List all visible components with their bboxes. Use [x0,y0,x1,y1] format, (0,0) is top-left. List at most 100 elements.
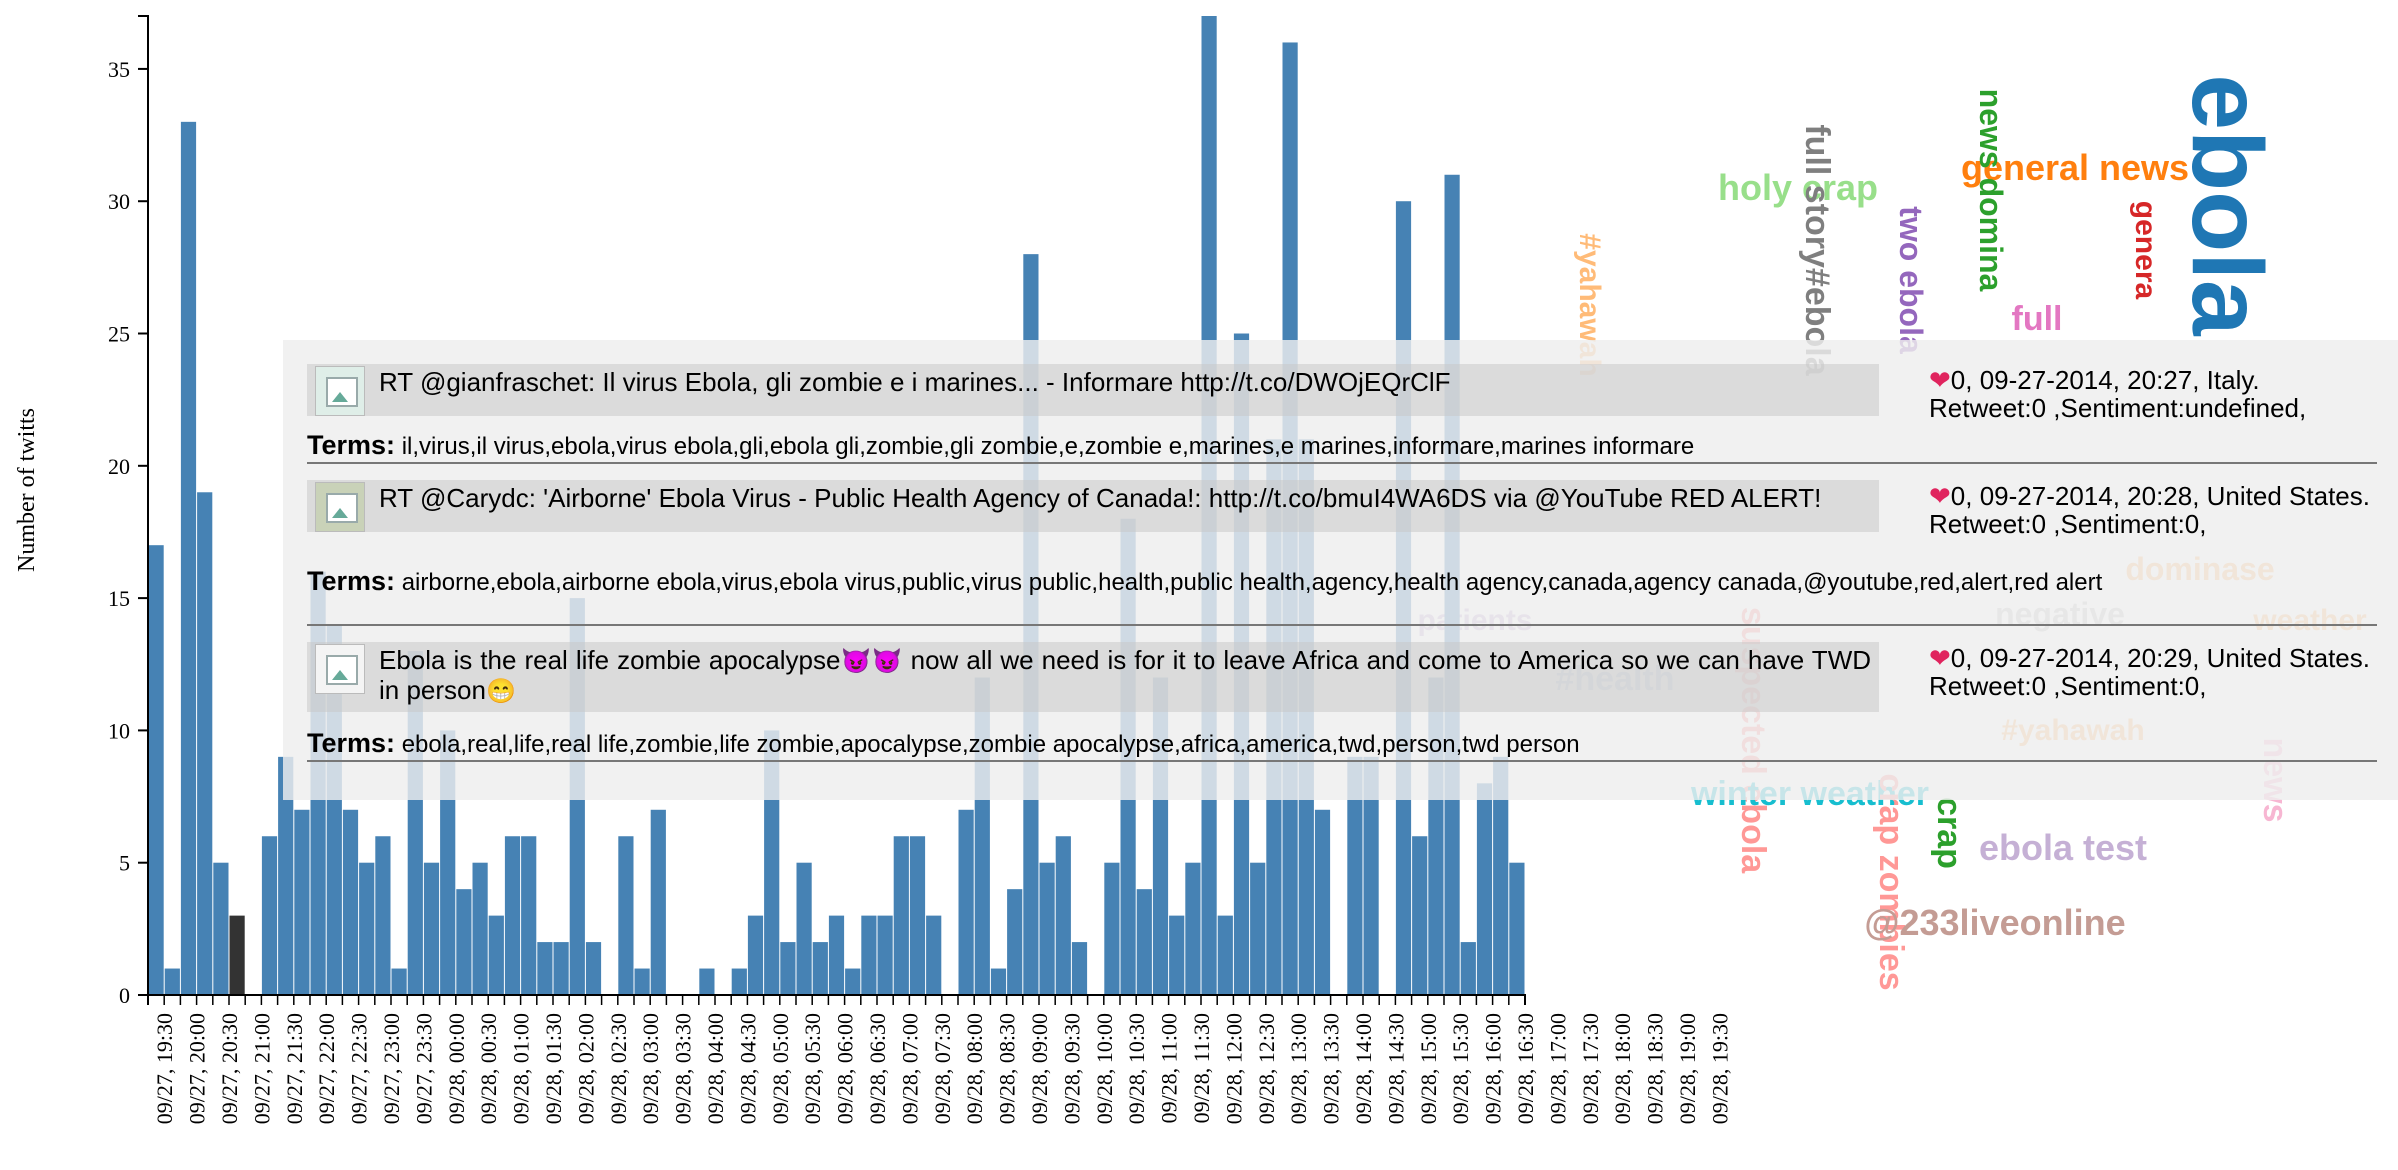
x-tick-label: 09/28, 07:00 [897,1013,922,1124]
bar[interactable] [812,942,828,995]
bar[interactable] [893,836,909,995]
bar[interactable] [780,942,796,995]
bar[interactable] [1363,756,1379,995]
cloud-word[interactable]: ebola [2171,74,2283,337]
bar[interactable] [359,862,375,995]
bar[interactable] [488,915,504,995]
cloud-word[interactable]: full story#ebola [1798,124,1836,376]
bar[interactable] [1071,942,1088,995]
bar[interactable] [197,492,213,995]
bar[interactable] [1347,756,1363,995]
bar[interactable] [1460,942,1476,995]
bar[interactable] [958,809,974,995]
bar[interactable] [553,942,569,995]
cloud-word[interactable]: holy crap [1718,167,1878,208]
terms-list: airborne,ebola,airborne ebola,virus,ebol… [401,569,2103,596]
tweet-text-box: RT @gianfraschet: Il virus Ebola, gli zo… [307,364,1879,416]
cloud-word[interactable]: full [2012,300,2063,338]
bar[interactable] [1136,889,1152,995]
cloud-word[interactable]: news domina [1973,89,2009,292]
x-tick-label: 09/27, 21:00 [249,1013,274,1124]
cloud-word[interactable]: @233liveonline [1864,902,2125,943]
bar[interactable] [1169,915,1185,995]
bar[interactable] [634,968,650,995]
tweet-separator [307,624,2377,626]
bar[interactable] [423,862,440,995]
tweet-separator [307,760,2377,762]
bar[interactable] [164,968,180,995]
bar[interactable] [1412,836,1428,995]
x-tick-label: 09/27, 22:30 [347,1013,372,1124]
bar[interactable] [148,545,164,995]
terms-list: ebola,real,life,real life,zombie,life zo… [401,731,1580,758]
x-tick-label: 09/28, 09:00 [1027,1013,1052,1124]
y-tick-label: 25 [108,322,130,347]
x-tick-label: 09/28, 14:30 [1383,1013,1408,1124]
bar[interactable] [877,915,893,995]
cloud-word[interactable]: general news [1961,147,2189,188]
x-tick-label: 09/28, 12:00 [1221,1013,1246,1124]
tweet-terms: Terms: ebola,real,life,real life,zombie,… [307,730,2377,758]
bar[interactable] [1055,836,1071,995]
bar[interactable] [1104,862,1120,995]
bar[interactable] [828,915,845,995]
grin-emoji-icon: 😁 [485,678,516,705]
bar[interactable] [1007,889,1023,995]
tweet-text: RT @gianfraschet: Il virus Ebola, gli zo… [379,367,1451,397]
tweet-meta-line1: 0, 09-27-2014, 20:29, United States. [1950,643,2370,673]
bar[interactable] [213,862,229,995]
cloud-word[interactable]: ebola test [1979,827,2147,868]
bar[interactable] [796,862,812,995]
bar[interactable] [861,915,877,995]
terms-list: il,virus,il virus,ebola,virus ebola,gli,… [401,433,1695,460]
cloud-word[interactable]: crap [1930,797,1968,869]
bar[interactable] [472,862,488,995]
bar[interactable] [342,809,359,995]
bar[interactable] [650,809,666,995]
x-tick-label: 09/28, 03:30 [671,1013,696,1124]
cloud-word[interactable]: crap zombies [1872,773,1910,990]
cloud-word[interactable]: genera [2129,201,2162,300]
bar[interactable] [1493,756,1509,995]
bar[interactable] [1476,783,1493,995]
bar[interactable] [1314,809,1331,995]
bar[interactable] [278,756,294,995]
bar[interactable] [731,968,747,995]
x-tick-label: 09/27, 19:30 [152,1013,177,1124]
bar[interactable] [926,915,942,995]
bar[interactable] [504,836,521,995]
x-tick-label: 09/28, 11:00 [1157,1013,1182,1123]
bar[interactable] [1217,915,1233,995]
bar[interactable] [585,942,602,995]
bar[interactable] [1039,862,1055,995]
bar[interactable] [391,968,407,995]
bar[interactable] [1250,862,1266,995]
bar[interactable] [1509,862,1525,995]
bar[interactable] [1185,862,1201,995]
tweet-terms: Terms: il,virus,il virus,ebola,virus ebo… [307,432,2377,460]
bar[interactable] [699,968,715,995]
x-tick-label: 09/28, 01:30 [541,1013,566,1124]
bar[interactable] [537,942,553,995]
bar[interactable] [747,915,764,995]
bar[interactable] [845,968,861,995]
y-axis: 0 5 10 15 20 25 30 35 [108,15,149,1008]
bar[interactable] [180,121,197,996]
bar[interactable] [521,836,537,995]
bar[interactable] [909,836,926,995]
bar[interactable] [618,836,634,995]
bar[interactable] [261,836,278,995]
bar[interactable] [229,915,245,995]
tweet-meta-line2: Retweet:0 ,Sentiment:0, [1929,671,2207,701]
y-tick-label: 15 [108,586,130,611]
x-tick-label: 09/28, 13:30 [1319,1013,1344,1124]
bar[interactable] [990,968,1007,995]
bar[interactable] [456,889,472,995]
tweet-tooltip-panel: RT @gianfraschet: Il virus Ebola, gli zo… [283,340,2398,800]
y-axis-line [138,15,149,996]
bar[interactable] [375,836,391,995]
x-tick-label: 09/28, 03:00 [638,1013,663,1124]
bar[interactable] [294,809,310,995]
cloud-word[interactable]: two ebola [1893,206,1929,354]
tweet-meta: ❤0, 09-27-2014, 20:28, United States. Re… [1929,482,2379,538]
